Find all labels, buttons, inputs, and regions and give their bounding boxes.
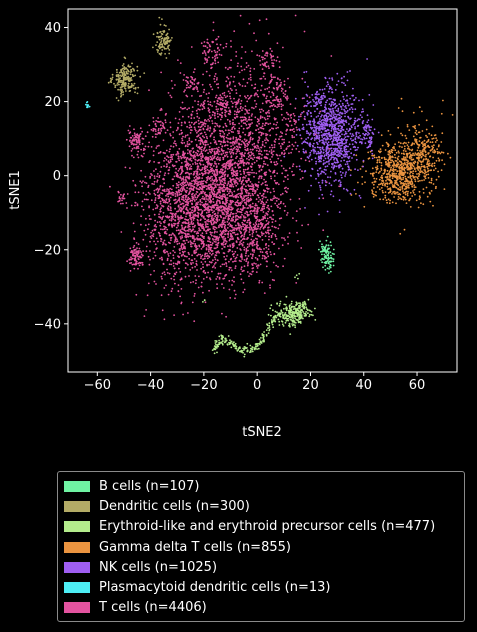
x-tick-label: 0	[253, 378, 261, 393]
series-4-points	[283, 58, 380, 216]
x-tick-label: −60	[84, 378, 111, 393]
legend-item: B cells (n=107)	[64, 476, 458, 496]
legend-label: T cells (n=4406)	[99, 600, 207, 616]
legend-label: Dendritic cells (n=300)	[99, 498, 250, 514]
x-tick-label: −20	[190, 378, 217, 393]
x-tick-label: 60	[409, 378, 426, 393]
series-1-points	[107, 16, 173, 102]
y-axis-label: tSNE1	[8, 170, 23, 210]
y-axis-ticks: −40 −20 0 20 40	[34, 21, 68, 332]
x-tick-label: 20	[302, 378, 319, 393]
legend-label: Erythroid-like and erythroid precursor c…	[99, 519, 436, 535]
y-tick-label: −40	[34, 317, 61, 332]
legend-label: Plasmacytoid dendritic cells (n=13)	[99, 580, 331, 596]
x-axis-ticks: −60 −40 −20 0 20 40 60	[84, 372, 426, 393]
series-0-points	[318, 235, 335, 274]
legend-swatch	[64, 521, 90, 533]
series-3-points	[350, 97, 454, 235]
y-tick-label: 40	[44, 21, 61, 36]
x-tick-label: 40	[355, 378, 372, 393]
x-tick-label: −40	[137, 378, 164, 393]
legend-swatch	[64, 480, 90, 492]
series-6-points	[109, 14, 341, 323]
legend-label: Gamma delta T cells (n=855)	[99, 539, 291, 555]
legend-item: Plasmacytoid dendritic cells (n=13)	[64, 577, 458, 597]
legend-swatch	[64, 602, 90, 614]
series-5-points	[85, 101, 91, 109]
y-tick-label: 0	[53, 169, 61, 184]
y-tick-label: 20	[44, 95, 61, 110]
legend-swatch	[64, 582, 90, 594]
legend-label: NK cells (n=1025)	[99, 559, 218, 575]
legend-swatch	[64, 500, 90, 512]
legend-item: T cells (n=4406)	[64, 598, 458, 618]
legend-item: Gamma delta T cells (n=855)	[64, 537, 458, 557]
legend-item: NK cells (n=1025)	[64, 557, 458, 577]
plot-frame	[67, 8, 458, 373]
legend: B cells (n=107) Dendritic cells (n=300) Er…	[57, 471, 465, 622]
legend-label: B cells (n=107)	[99, 478, 200, 494]
series-2-points	[202, 272, 317, 358]
legend-item: Dendritic cells (n=300)	[64, 496, 458, 516]
y-tick-label: −20	[34, 243, 61, 258]
legend-swatch	[64, 541, 90, 553]
legend-swatch	[64, 561, 90, 573]
legend-item: Erythroid-like and erythroid precursor c…	[64, 517, 458, 537]
x-axis-label: tSNE2	[242, 425, 282, 440]
scatter-points	[85, 14, 454, 358]
